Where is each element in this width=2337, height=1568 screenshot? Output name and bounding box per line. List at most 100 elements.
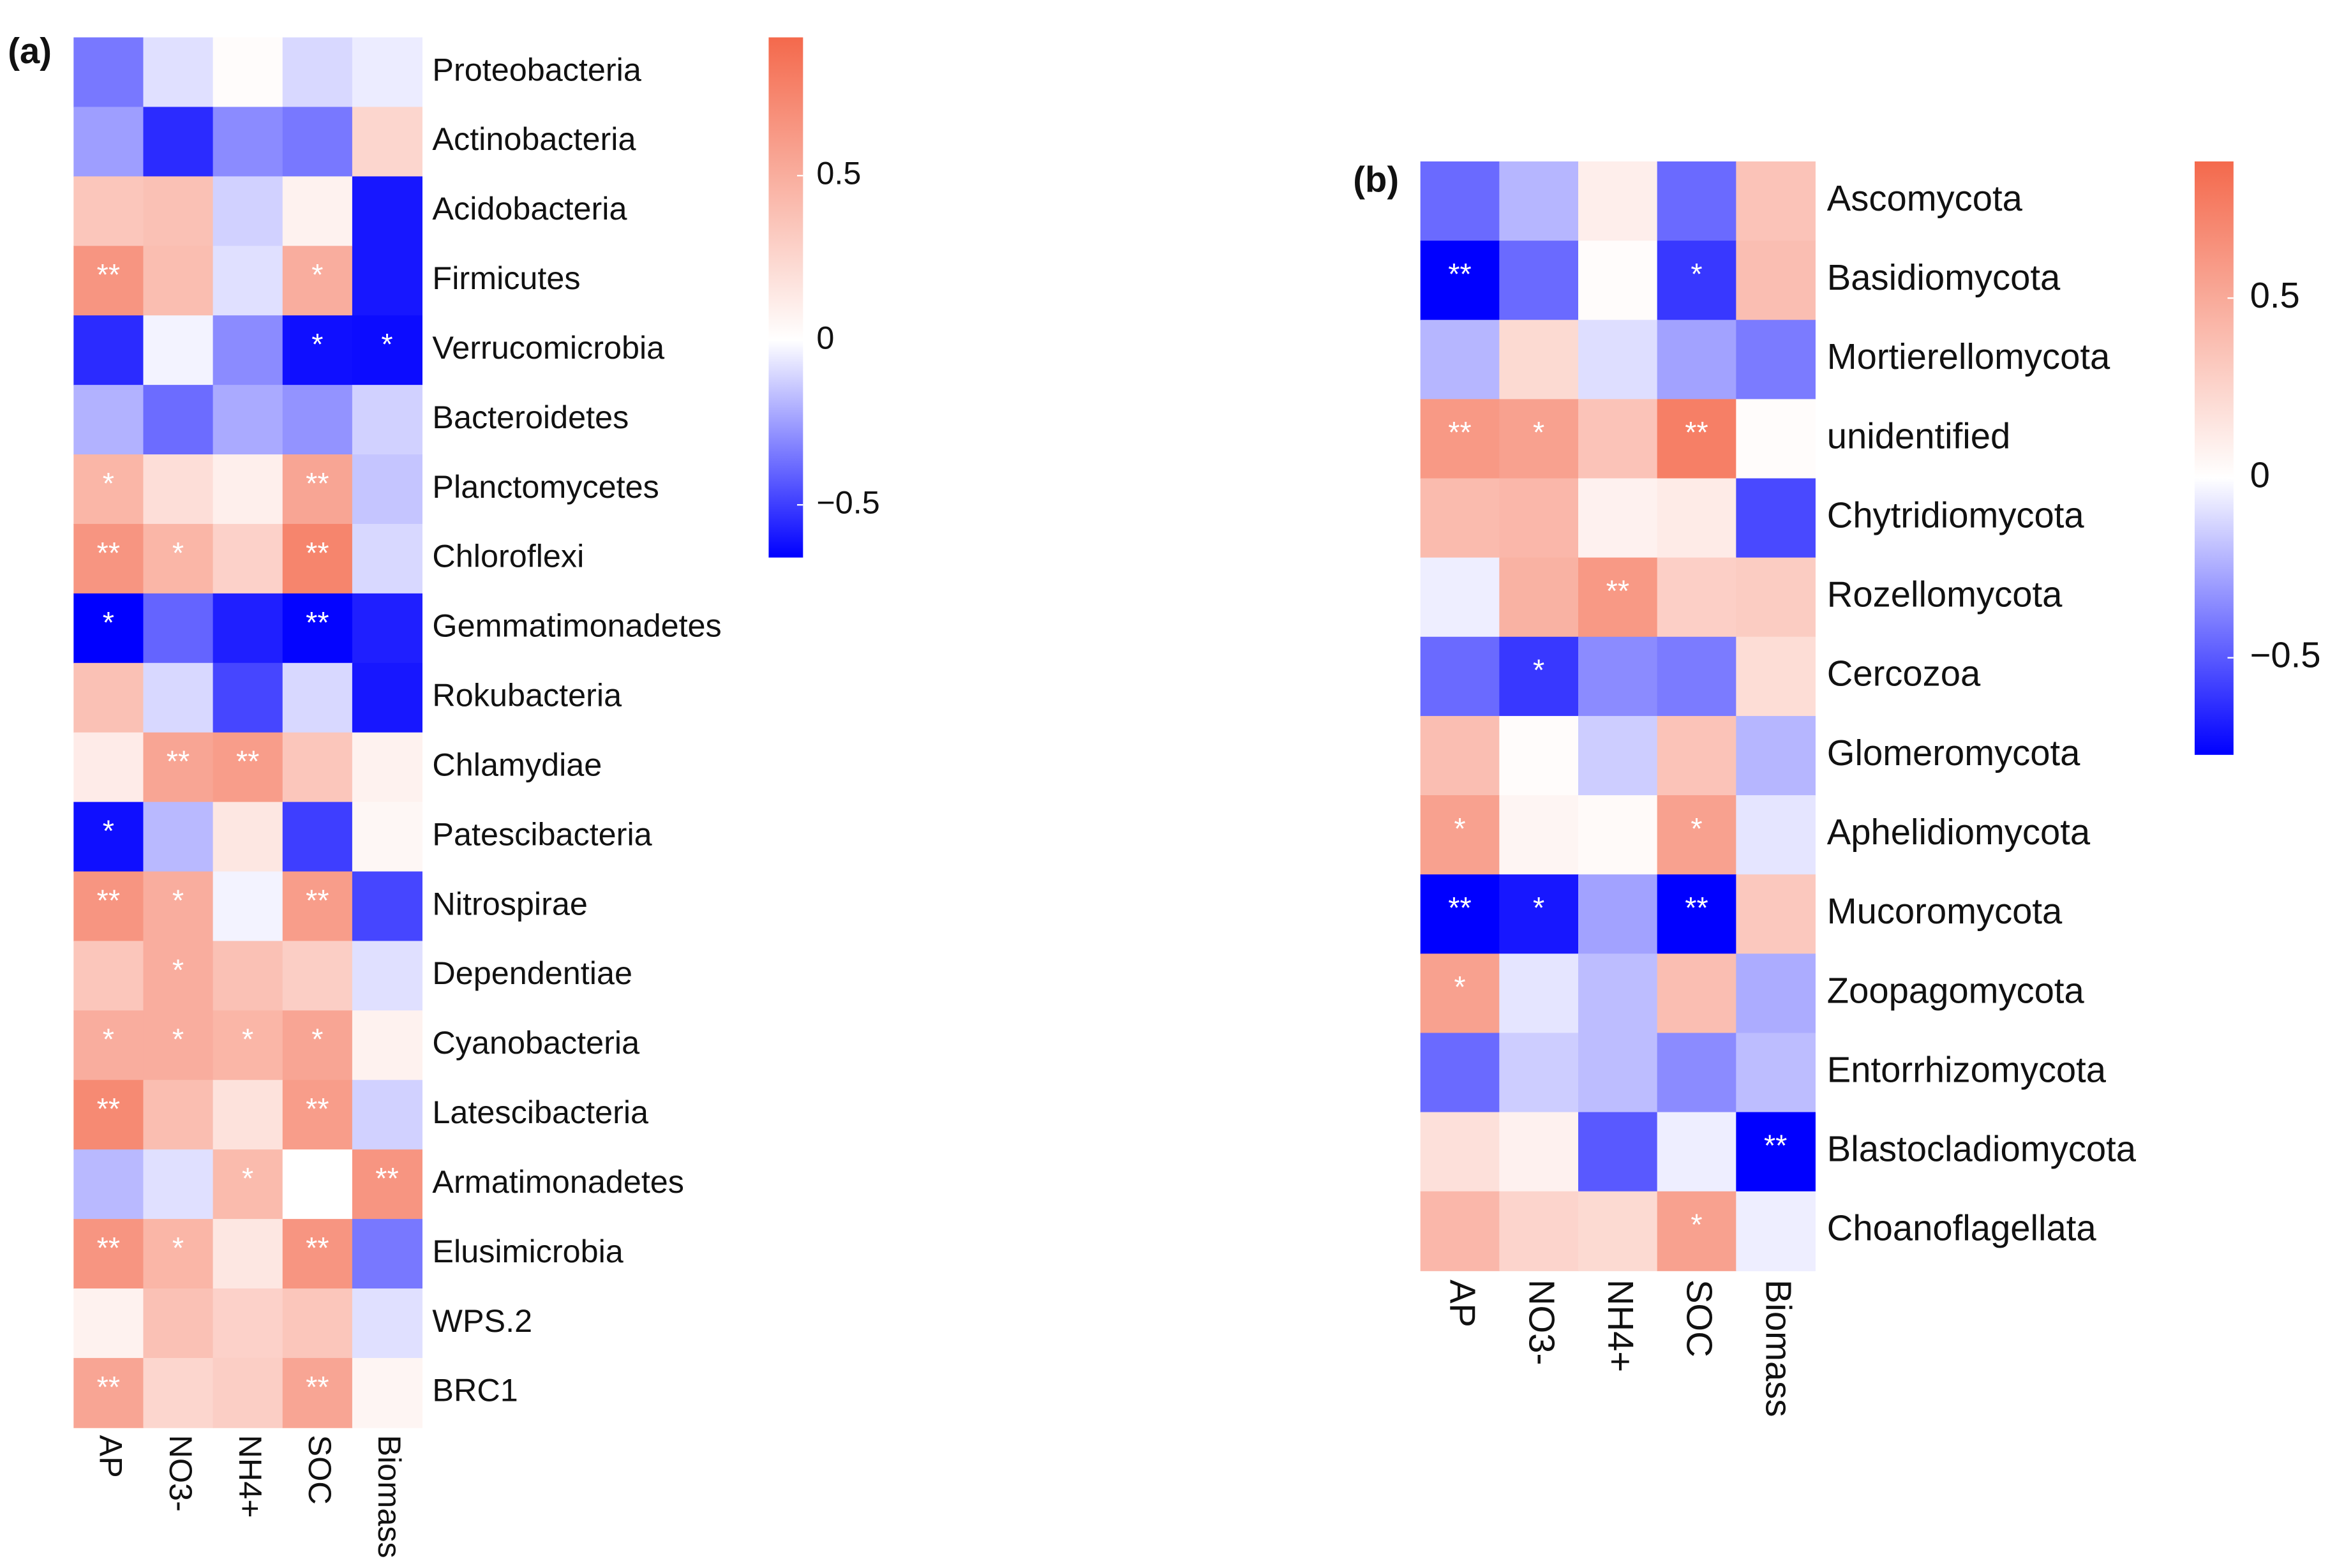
heatmap-cell bbox=[282, 523, 353, 594]
heatmap-cell bbox=[1657, 320, 1737, 400]
significance-mark: * bbox=[1691, 1208, 1702, 1241]
heatmap-cell bbox=[73, 1080, 144, 1151]
heatmap-cell bbox=[1420, 636, 1500, 717]
heatmap-cell bbox=[1499, 953, 1579, 1034]
significance-mark: ** bbox=[1448, 891, 1471, 924]
significance-mark: ** bbox=[236, 745, 259, 778]
significance-mark: ** bbox=[1448, 257, 1471, 290]
heatmap-cell bbox=[1420, 320, 1500, 400]
heatmap-cell bbox=[1736, 874, 1816, 955]
colorbar bbox=[768, 37, 803, 558]
heatmap-cell bbox=[73, 802, 144, 872]
heatmap-cell bbox=[352, 732, 422, 803]
heatmap-cell bbox=[352, 176, 422, 247]
row-label: Gemmatimonadetes bbox=[432, 608, 721, 644]
heatmap-cell bbox=[1420, 715, 1500, 796]
significance-mark: * bbox=[311, 328, 323, 361]
significance-mark: ** bbox=[1448, 416, 1471, 449]
colorbar-tick-label: −0.5 bbox=[816, 484, 879, 520]
heatmap-cell bbox=[143, 802, 214, 872]
heatmap-cell bbox=[352, 1357, 422, 1428]
heatmap-cell bbox=[143, 941, 214, 1012]
heatmap-cell bbox=[1578, 1112, 1658, 1192]
row-label: Aphelidiomycota bbox=[1827, 812, 2091, 852]
significance-mark: * bbox=[172, 953, 184, 987]
heatmap-cell bbox=[73, 732, 144, 803]
heatmap-cell bbox=[73, 1288, 144, 1359]
heatmap-cell bbox=[213, 315, 283, 386]
heatmap-cell bbox=[143, 732, 214, 803]
significance-mark: ** bbox=[306, 1093, 329, 1126]
heatmap-cell bbox=[213, 732, 283, 803]
heatmap-cell bbox=[352, 385, 422, 455]
column-label: SOC bbox=[302, 1435, 338, 1505]
significance-mark: ** bbox=[306, 884, 329, 917]
heatmap-cell bbox=[1499, 241, 1579, 321]
column-label: NH4+ bbox=[232, 1435, 269, 1518]
significance-mark: ** bbox=[97, 1093, 120, 1126]
significance-mark: ** bbox=[1685, 416, 1708, 449]
significance-mark: ** bbox=[306, 536, 329, 569]
significance-mark: ** bbox=[306, 1370, 329, 1403]
heatmap-cell bbox=[282, 107, 353, 177]
heatmap-cell bbox=[352, 941, 422, 1012]
heatmap-cell bbox=[1578, 1033, 1658, 1113]
significance-mark: * bbox=[1533, 416, 1544, 449]
row-label: Patescibacteria bbox=[432, 816, 652, 852]
heatmap-cell bbox=[1578, 241, 1658, 321]
heatmap-cell bbox=[143, 1288, 214, 1359]
row-label: Verrucomicrobia bbox=[432, 329, 664, 366]
heatmap-cell bbox=[282, 732, 353, 803]
heatmap-cell bbox=[1736, 557, 1816, 638]
heatmap-cell bbox=[143, 246, 214, 317]
heatmap-cell bbox=[213, 871, 283, 942]
column-label: NO3- bbox=[1521, 1280, 1562, 1365]
heatmap-cell bbox=[352, 802, 422, 872]
column-label: AP bbox=[1443, 1280, 1483, 1327]
heatmap-cell bbox=[1420, 161, 1500, 242]
column-label: SOC bbox=[1680, 1280, 1720, 1357]
heatmap-cell bbox=[352, 37, 422, 108]
heatmap-cell bbox=[352, 1010, 422, 1081]
row-label: Dependentiae bbox=[432, 955, 632, 991]
heatmap-cell bbox=[1657, 557, 1737, 638]
heatmap-cell bbox=[143, 593, 214, 664]
heatmap-cell bbox=[1499, 636, 1579, 717]
panel-label: (a) bbox=[8, 31, 52, 71]
heatmap-cell bbox=[1736, 636, 1816, 717]
heatmap-cell bbox=[1657, 874, 1737, 955]
significance-mark: * bbox=[103, 467, 114, 500]
heatmap-cell bbox=[1736, 241, 1816, 321]
heatmap-cell bbox=[282, 1010, 353, 1081]
column-label: Biomass bbox=[1758, 1280, 1798, 1417]
heatmap-cell bbox=[282, 176, 353, 247]
significance-mark: ** bbox=[97, 1370, 120, 1403]
heatmap-cell bbox=[282, 315, 353, 386]
heatmap-cell bbox=[73, 246, 144, 317]
heatmap-cell bbox=[213, 1080, 283, 1151]
row-label: Glomeromycota bbox=[1827, 733, 2080, 773]
heatmap-cell bbox=[352, 1149, 422, 1220]
column-label: NH4+ bbox=[1601, 1280, 1641, 1372]
heatmap-cell bbox=[1657, 161, 1737, 242]
heatmap-cell bbox=[1657, 478, 1737, 558]
heatmap-cell bbox=[1578, 161, 1658, 242]
heatmap-cell bbox=[352, 593, 422, 664]
heatmap-cell bbox=[282, 37, 353, 108]
row-label: Rozellomycota bbox=[1827, 574, 2063, 615]
heatmap-cell bbox=[143, 1010, 214, 1081]
heatmap-cell bbox=[213, 593, 283, 664]
significance-mark: * bbox=[1691, 257, 1702, 290]
colorbar-tick-label: −0.5 bbox=[2250, 635, 2321, 675]
column-label: NO3- bbox=[163, 1435, 199, 1512]
heatmap-cell bbox=[1578, 1191, 1658, 1271]
heatmap-cell bbox=[1736, 1033, 1816, 1113]
heatmap-cell bbox=[1736, 399, 1816, 479]
row-label: WPS.2 bbox=[432, 1303, 532, 1339]
heatmap-cell bbox=[73, 593, 144, 664]
heatmap-cell bbox=[213, 802, 283, 872]
heatmap-cell bbox=[1578, 557, 1658, 638]
heatmap-cell bbox=[282, 1149, 353, 1220]
significance-mark: * bbox=[242, 1162, 253, 1195]
